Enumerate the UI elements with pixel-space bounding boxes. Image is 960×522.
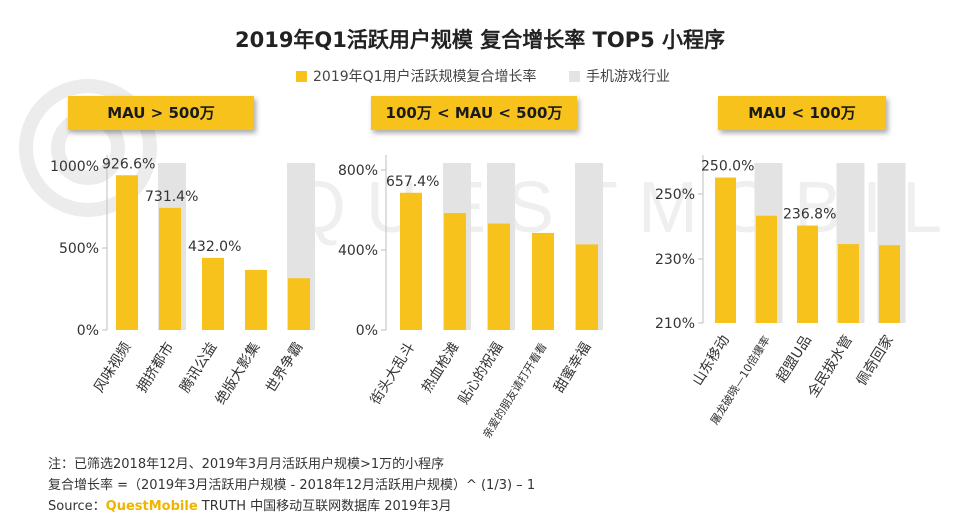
y-tick-label-0-0: 0% [77,323,99,339]
bar-2-2 [797,225,818,323]
data-label-1-0: 657.4% [386,174,439,190]
bar-0-3 [245,269,267,330]
y-tick-label-1-2: 800% [338,163,378,179]
y-tick-label-1-1: 400% [338,243,378,259]
data-label-0-2: 432.0% [188,239,241,255]
category-label-0-4: 世界争霸 [263,340,306,396]
category-label-1-4: 甜蜜幸福 [551,340,594,396]
legend-item-growth: 2019年Q1用户活跃规模复合增长率 [296,66,537,86]
data-label-0-0: 926.6% [102,156,155,172]
legend-label-industry: 手机游戏行业 [586,69,671,85]
bar-1-2 [488,223,510,330]
bar-1-0 [400,192,422,330]
group-badge-small: MAU < 100万 [718,96,886,130]
bar-0-0 [116,175,138,330]
note-formula: 复合增长率 =（2019年3月活跃用户规模 - 2018年12月活跃用户规模）^… [48,478,536,493]
category-label-0-2: 腾讯公益 [176,339,220,395]
category-label-1-0: 街头大乱斗 [368,340,419,408]
chart-title: 2019年Q1活跃用户规模 复合增长率 TOP5 小程序 [234,28,726,52]
category-label-2-0: 山东移动 [690,333,733,389]
category-label-0-1: 拥挤都市 [133,339,177,395]
source-suffix: TRUTH 中国移动互联网数据库 2019年3月 [197,499,452,514]
legend-swatch-growth [296,70,307,82]
y-tick-label-2-1: 230% [655,252,695,268]
note-source: Source：QuestMobile TRUTH 中国移动互联网数据库 2019… [48,496,535,517]
legend-label-growth: 2019年Q1用户活跃规模复合增长率 [313,69,537,85]
source-prefix: Source： [48,499,106,514]
bar-0-1 [159,207,181,330]
footnotes: 注：已筛选2018年12月、2019年3月月活跃用户规模>1万的小程序 复合增长… [48,454,535,517]
y-tick-label-0-2: 1000% [50,159,99,175]
y-tick-label-2-2: 250% [655,187,695,203]
category-label-2-4: 佩奇回家 [853,332,897,388]
bar-1-3 [532,232,554,330]
category-label-2-2: 超盟U品 [774,333,815,386]
group-badge-medium: 100万 < MAU < 500万 [371,96,577,130]
category-label-1-2: 贴心的祝福 [456,340,507,408]
y-tick-label-1-0: 0% [356,323,378,339]
legend-swatch-industry [569,70,581,82]
category-label-1-1: 热血枪滩 [418,339,462,395]
data-label-2-0: 250.0% [701,159,754,175]
bar-1-4 [576,244,598,330]
y-tick-label-2-0: 210% [655,316,695,332]
y-tick-label-0-1: 500% [59,241,99,257]
bar-2-0 [715,177,736,323]
category-label-0-0: 风味视频 [91,340,134,396]
bar-1-1 [444,213,466,330]
source-brand: QuestMobile [105,499,198,514]
bar-0-2 [202,257,224,330]
data-label-2-2: 236.8% [783,207,836,223]
group-badge-large: MAU > 500万 [68,96,254,130]
data-label-0-1: 731.4% [145,189,198,205]
note-filter: 注：已筛选2018年12月、2019年3月月活跃用户规模>1万的小程序 [48,457,445,472]
bar-2-4 [879,245,900,323]
legend-item-industry: 手机游戏行业 [569,66,670,86]
bar-0-4 [288,278,310,330]
legend: 2019年Q1用户活跃规模复合增长率 手机游戏行业 [296,66,698,86]
bar-2-1 [756,215,777,323]
bar-2-3 [838,244,859,323]
